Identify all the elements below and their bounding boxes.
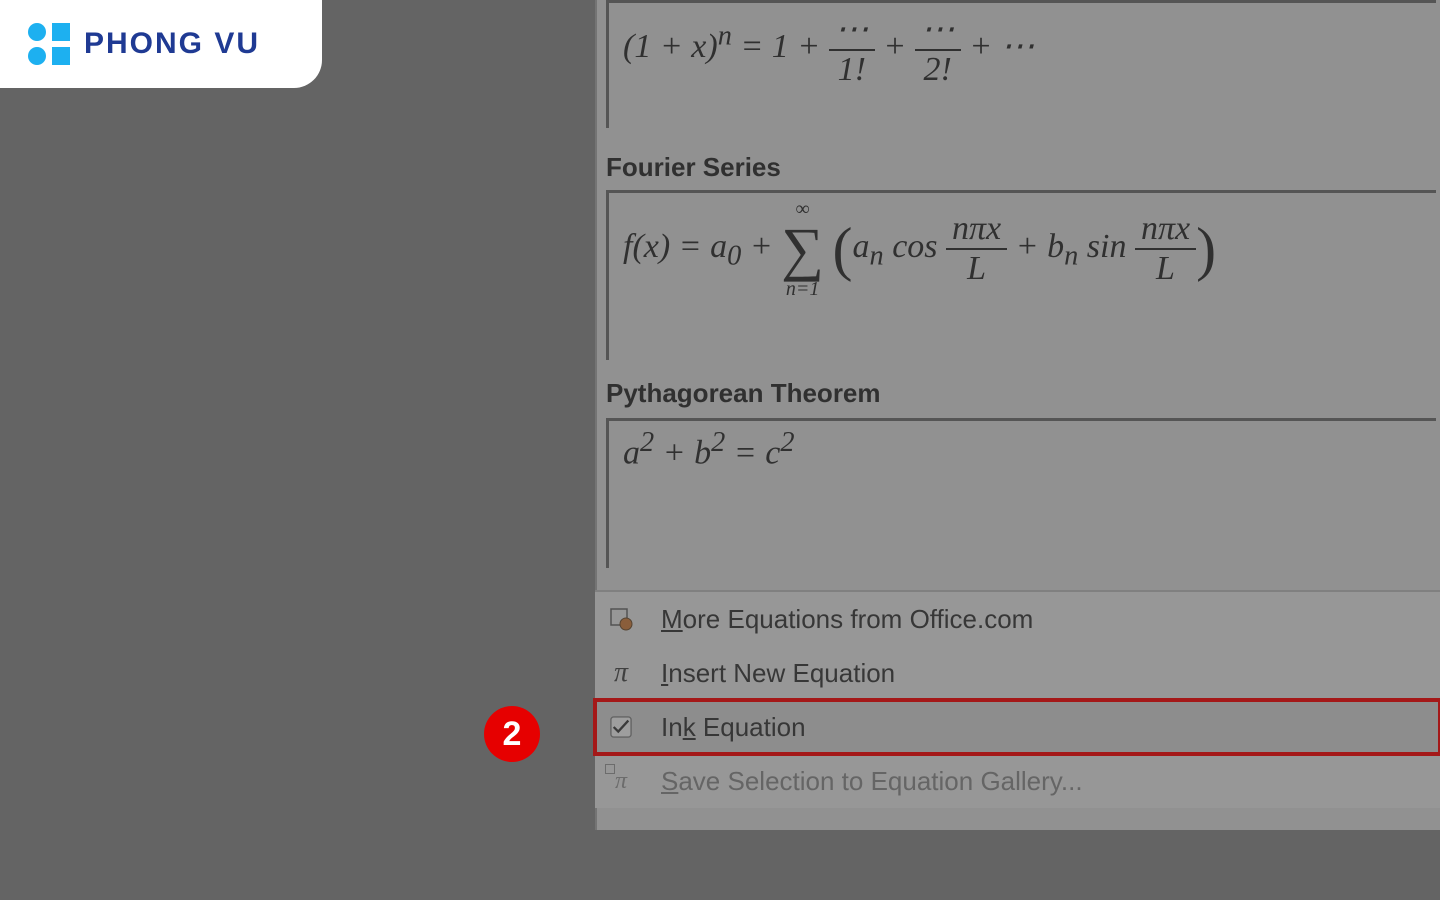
grid-globe-icon	[607, 605, 635, 633]
menu-item-more-equations-office[interactable]: More Equations from Office.com	[595, 592, 1440, 646]
logo-text: PHONG VU	[84, 27, 260, 61]
menu-item-insert-new-equation[interactable]: π Insert New Equation	[595, 646, 1440, 700]
equation-menu: More Equations from Office.com π Insert Ne…	[595, 590, 1440, 808]
menu-item-label: Ink Equation	[661, 712, 806, 743]
equation-fourier-content: f(x) = a0 + ∞∑n=1 (an cos nπxL + bn sin …	[623, 199, 1422, 299]
step-badge-number: 2	[503, 715, 522, 754]
watermark-logo: PHONG VU	[0, 0, 322, 88]
menu-item-save-selection-gallery: π Save Selection to Equation Gallery...	[595, 754, 1440, 808]
equation-box-pythagorean[interactable]: a2 + b2 = c2	[606, 418, 1436, 568]
equation-pythagorean-content: a2 + b2 = c2	[623, 427, 1422, 472]
step-badge: 2	[484, 706, 540, 762]
menu-item-ink-equation[interactable]: Ink Equation	[595, 700, 1440, 754]
equation-title-fourier: Fourier Series	[606, 152, 781, 183]
menu-item-label: More Equations from Office.com	[661, 604, 1033, 635]
equation-binomial-content: (1 + x)n = 1 + ⋯1! + ⋯2! + ⋯	[623, 9, 1422, 89]
pi-save-icon: π	[607, 767, 635, 795]
pi-icon: π	[607, 659, 635, 687]
menu-item-label: Save Selection to Equation Gallery...	[661, 766, 1083, 797]
menu-item-label: Insert New Equation	[661, 658, 895, 689]
check-pen-icon	[607, 713, 635, 741]
equation-box-binomial[interactable]: (1 + x)n = 1 + ⋯1! + ⋯2! + ⋯	[606, 0, 1436, 128]
logo-icon	[28, 23, 70, 65]
equation-title-pythagorean: Pythagorean Theorem	[606, 378, 881, 409]
equation-box-fourier[interactable]: f(x) = a0 + ∞∑n=1 (an cos nπxL + bn sin …	[606, 190, 1436, 360]
